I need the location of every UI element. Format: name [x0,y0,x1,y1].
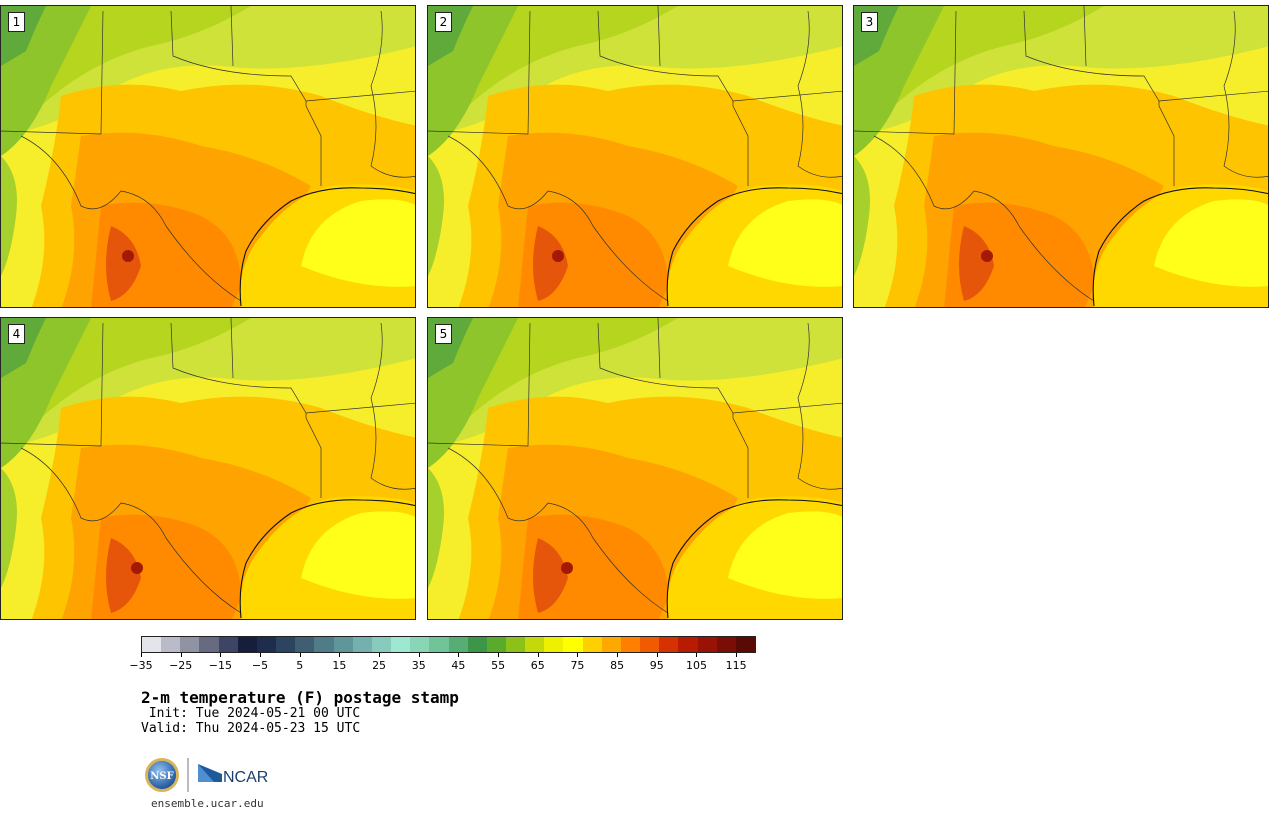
colorbar-segment [237,637,257,652]
ncar-logo: NCAR [198,764,268,786]
colorbar-tick [617,653,619,657]
colorbar-tick [577,653,579,657]
nsf-text: NSF [150,771,173,782]
colorbar-tick [339,653,341,657]
stamp-number: 5 [435,324,452,344]
colorbar-tick [498,653,500,657]
colorbar-segment [180,637,200,652]
colorbar-segment [218,637,238,652]
colorbar-tick [220,653,222,657]
colorbar-tick [299,653,301,657]
colorbar-segment [371,637,392,652]
colorbar-segment [697,637,717,652]
temperature-map [428,318,842,619]
colorbar-tick-label: 85 [610,659,625,672]
colorbar-segment [659,637,679,652]
colorbar-segment [620,637,641,652]
colorbar-segment [640,637,660,652]
colorbar-tick-label: 75 [570,659,585,672]
colorbar-segment [295,637,315,652]
colorbar-tick-label: 65 [530,659,545,672]
colorbar-tick-label: 95 [649,659,664,672]
stamp-number: 1 [8,12,25,32]
colorbar-tick [418,653,420,657]
stamp-panel-4: 4 [0,317,416,620]
temperature-map [1,6,415,307]
colorbar-tick-label: −15 [208,659,232,672]
colorbar-segment [563,637,583,652]
colorbar-segment [410,637,430,652]
colorbar-segment [314,637,334,652]
temperature-map [428,6,842,307]
colorbar-tick-label: −5 [251,659,269,672]
colorbar-tick [379,653,381,657]
colorbar-segment [276,637,296,652]
colorbar-tick [260,653,262,657]
colorbar-tick-label: 25 [372,659,387,672]
colorbar-tick [696,653,698,657]
colorbar-tick [656,653,658,657]
colorbar-segment [525,637,545,652]
ncar-text: NCAR [223,769,268,786]
stamp-number: 2 [435,12,452,32]
figure-title: 2-m temperature (F) postage stamp [141,688,459,707]
colorbar-segment [333,637,353,652]
valid-time: Valid: Thu 2024-05-23 15 UTC [141,721,361,736]
colorbar-tick-label: 5 [296,659,304,672]
init-time: Init: Tue 2024-05-21 00 UTC [141,706,361,721]
nsf-logo: NSF [145,758,179,792]
colorbar-segment [142,637,162,652]
colorbar-ticks: −35 −25 −15 −5 5 15 25 35 45 55 65 75 85 95 105 115 [129,653,756,673]
colorbar-tick [458,653,460,657]
stamp-number: 4 [8,324,25,344]
site-url[interactable]: ensemble.ucar.edu [151,797,264,810]
colorbar-segment [256,637,277,652]
colorbar-segment [467,637,487,652]
colorbar-segment [601,637,621,652]
colorbar-tick [736,653,738,657]
colorbar-tick [141,653,142,657]
colorbar-segment [678,637,698,652]
colorbar-tick-label: 35 [411,659,426,672]
temperature-map [1,318,415,619]
colorbar-segment [716,637,736,652]
stamp-panel-1: 1 [0,5,416,308]
colorbar-tick-label: −25 [169,659,193,672]
stamp-panel-2: 2 [427,5,843,308]
colorbar-segment [352,637,372,652]
colorbar-segment [448,637,468,652]
stamp-number: 3 [861,12,878,32]
colorbar-tick-label: −35 [129,659,153,672]
colorbar-segment [544,637,564,652]
colorbar-tick [180,653,182,657]
colorbar-tick-label: 45 [451,659,466,672]
colorbar-segment [199,637,219,652]
colorbar-tick [537,653,539,657]
stamp-panel-3: 3 [853,5,1269,308]
stamp-panel-5: 5 [427,317,843,620]
colorbar-tick-label: 115 [725,659,747,672]
temperature-map [854,6,1268,307]
colorbar-tick-label: 15 [332,659,347,672]
colorbar [141,636,756,653]
colorbar-tick-label: 55 [491,659,506,672]
colorbar-tick-label: 105 [685,659,707,672]
colorbar-segment [505,637,526,652]
colorbar-segment [735,637,755,652]
colorbar-segment [486,637,506,652]
logos: NSF NCAR [144,756,274,794]
colorbar-segment [582,637,602,652]
colorbar-segment [429,637,449,652]
colorbar-segment [391,637,411,652]
colorbar-segment [161,637,181,652]
